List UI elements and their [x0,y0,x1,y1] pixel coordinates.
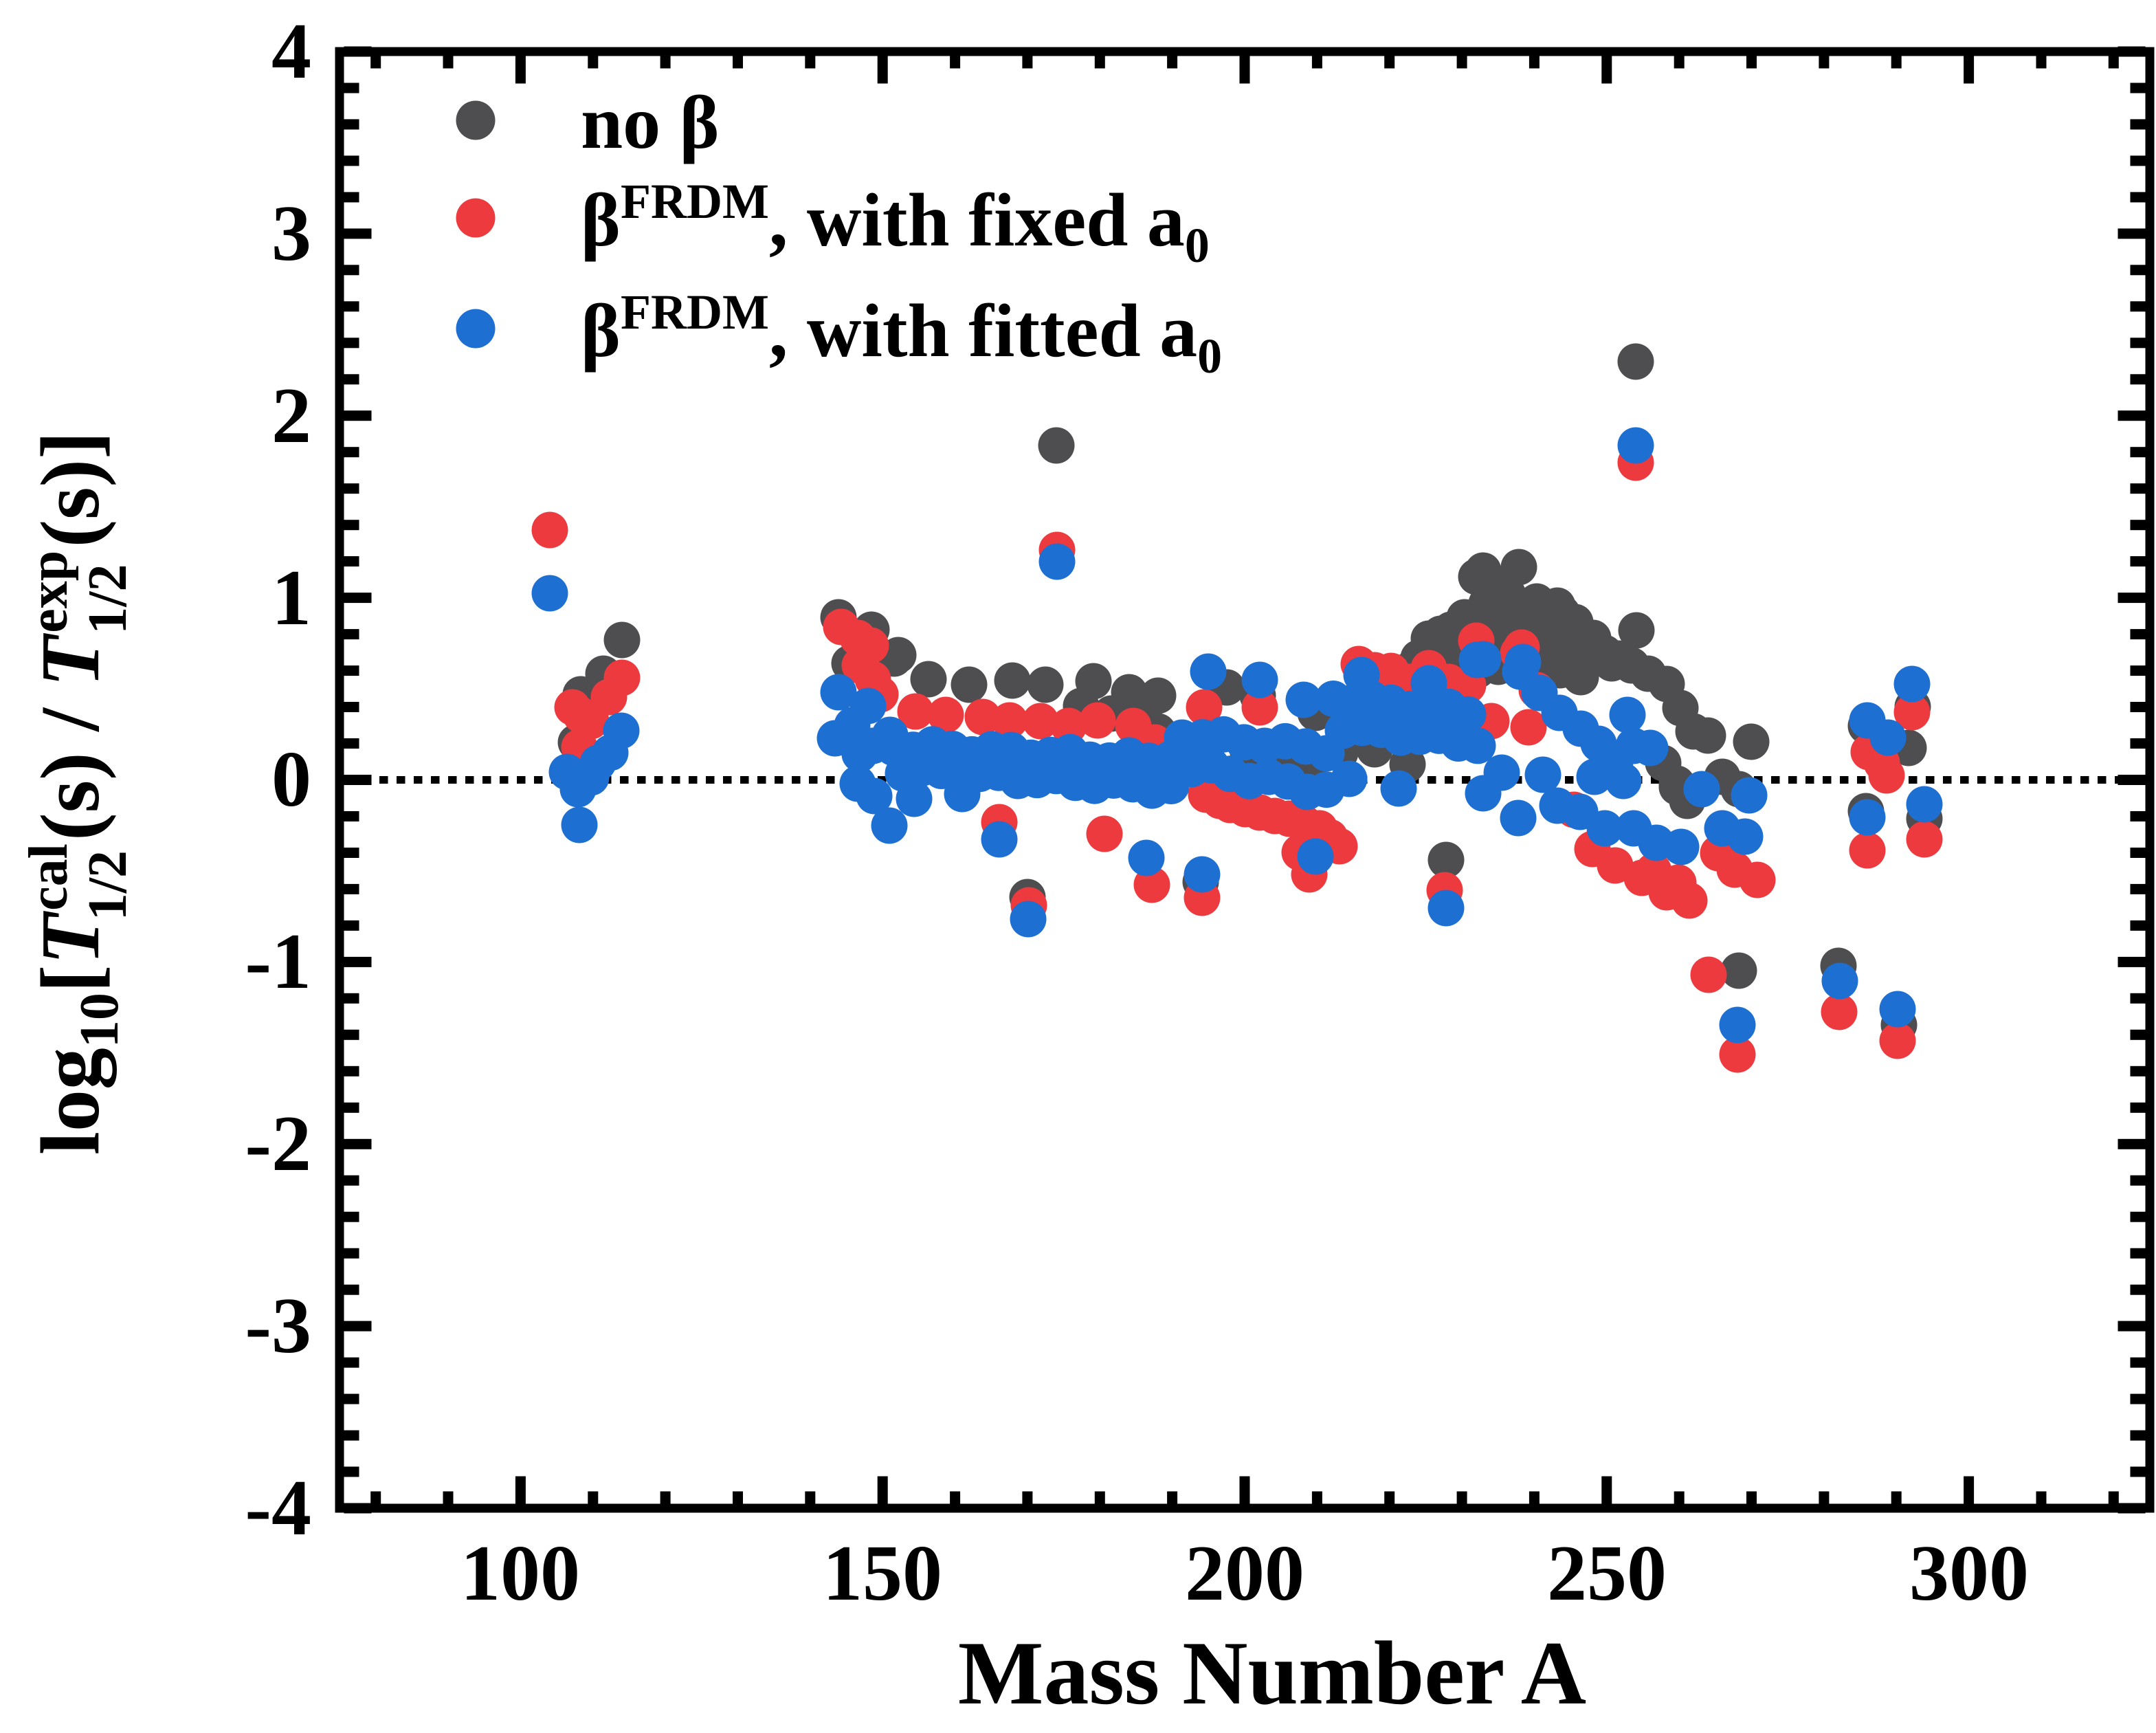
svg-text:0: 0 [271,736,311,824]
svg-text:-3: -3 [245,1282,311,1370]
svg-text:-1: -1 [245,918,311,1006]
svg-text:βFRDM, with fitted a0: βFRDM, with fitted a0 [581,285,1222,384]
svg-text:200: 200 [1185,1530,1304,1618]
svg-text:-4: -4 [245,1464,311,1552]
svg-text:250: 250 [1547,1530,1667,1618]
svg-text:3: 3 [271,190,311,278]
svg-text:150: 150 [823,1530,942,1618]
svg-text:100: 100 [460,1530,580,1618]
svg-text:-2: -2 [245,1100,311,1188]
svg-text:Mass Number A: Mass Number A [958,1622,1586,1723]
svg-text:1: 1 [271,554,311,642]
svg-text:no β: no β [581,80,720,164]
svg-text:2: 2 [271,372,311,460]
svg-text:300: 300 [1909,1530,2029,1618]
svg-text:4: 4 [271,8,311,96]
svg-text:βFRDM, with fixed a0: βFRDM, with fixed a0 [581,174,1210,273]
